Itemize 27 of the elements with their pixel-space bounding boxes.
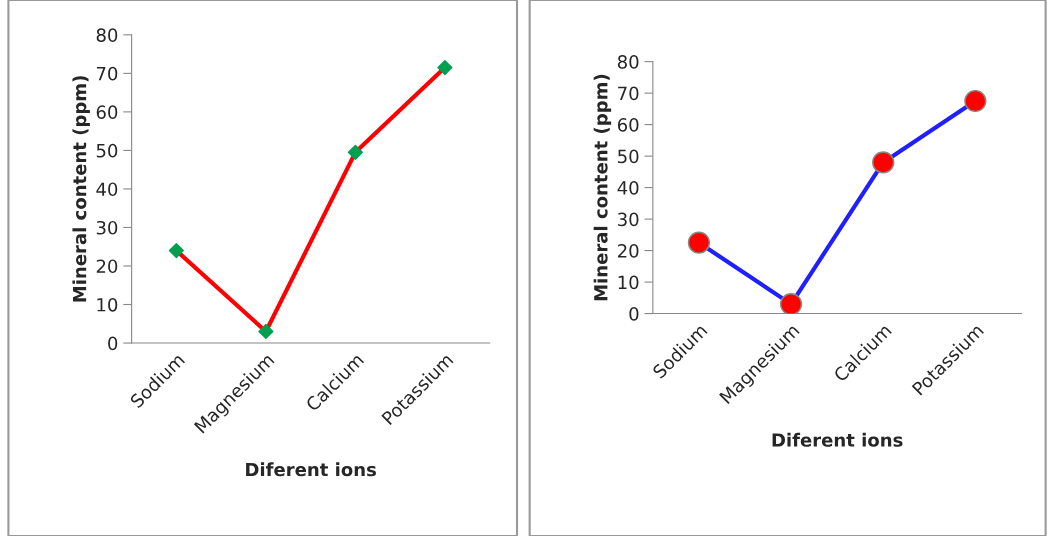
y-axis-title: Mineral content (ppm) [72, 76, 90, 302]
x-axis-title: Diferent ions [772, 432, 903, 447]
y-tick-label: 70 [96, 66, 118, 81]
y-axis-title: Mineral content (ppm) [593, 74, 612, 301]
y-tick-label: 60 [96, 105, 118, 120]
y-tick-label: 30 [96, 220, 118, 235]
point [437, 60, 453, 76]
point [347, 144, 363, 160]
y-tick-label: 20 [96, 259, 118, 274]
y-tick-label: 40 [96, 182, 118, 197]
x-axis-title: Diferent ions [246, 462, 376, 477]
y-tick-label: 70 [618, 86, 639, 101]
y-tick-label: 10 [97, 297, 118, 312]
y-tick-label: 50 [618, 149, 639, 164]
point [258, 323, 274, 340]
y-tick-label: 40 [617, 181, 639, 195]
y-tick-label: 60 [617, 118, 639, 132]
y-tick-label: 0 [108, 336, 118, 351]
y-tick-label: 80 [96, 28, 118, 42]
y-tick-label: 80 [617, 55, 639, 69]
y-tick-label: 30 [618, 212, 639, 227]
y-tick-label: 50 [96, 143, 118, 158]
y-tick-label: 0 [629, 307, 639, 321]
y-tick-label: 10 [618, 275, 639, 290]
point [779, 293, 803, 314]
y-tick-label: 20 [618, 244, 639, 258]
point [168, 243, 184, 259]
